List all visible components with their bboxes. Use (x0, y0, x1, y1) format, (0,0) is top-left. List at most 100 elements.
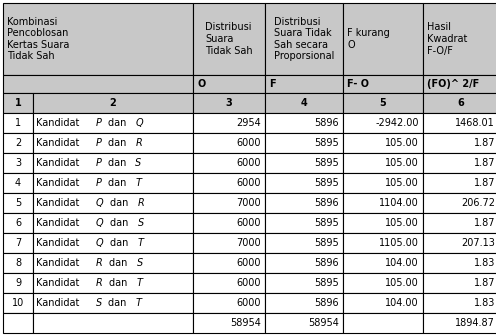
Bar (193, 293, 265, 313)
Text: Distribusi
Suara
Tidak Sah: Distribusi Suara Tidak Sah (205, 23, 253, 55)
Text: 1.87: 1.87 (474, 178, 495, 188)
Text: (FO)^ 2/F: (FO)^ 2/F (427, 79, 479, 89)
Bar (3, 153, 33, 173)
Bar (343, 293, 423, 313)
Text: T: T (136, 298, 142, 308)
Bar (33, 173, 193, 193)
Bar (33, 273, 193, 293)
Text: 6000: 6000 (237, 138, 261, 148)
Text: 1.87: 1.87 (474, 218, 495, 228)
Text: 7000: 7000 (237, 198, 261, 208)
Bar (343, 113, 423, 133)
Text: 4: 4 (15, 178, 21, 188)
Text: 58954: 58954 (230, 318, 261, 328)
Text: -2942.00: -2942.00 (375, 118, 419, 128)
Bar (33, 233, 193, 253)
Text: Kandidat: Kandidat (36, 298, 82, 308)
Text: 5895: 5895 (314, 138, 339, 148)
Text: 105.00: 105.00 (385, 138, 419, 148)
Text: 1.87: 1.87 (474, 158, 495, 168)
Text: Kandidat: Kandidat (36, 158, 82, 168)
Text: 3: 3 (226, 98, 232, 108)
Text: 1105.00: 1105.00 (379, 238, 419, 248)
Bar (193, 273, 265, 293)
Bar (265, 253, 343, 273)
Text: 105.00: 105.00 (385, 178, 419, 188)
Bar (33, 93, 193, 113)
Text: 6000: 6000 (237, 278, 261, 288)
Text: 5895: 5895 (314, 278, 339, 288)
Text: 58954: 58954 (308, 318, 339, 328)
Text: 3: 3 (15, 158, 21, 168)
Text: Q: Q (96, 238, 107, 248)
Bar (3, 313, 33, 333)
Text: 5895: 5895 (314, 158, 339, 168)
Text: Q: Q (96, 218, 107, 228)
Bar (343, 193, 423, 213)
Text: O: O (197, 79, 205, 89)
Bar (423, 75, 496, 93)
Text: R: R (96, 258, 106, 268)
Text: 1894.87: 1894.87 (455, 318, 495, 328)
Text: T: T (136, 278, 142, 288)
Bar (33, 253, 193, 273)
Bar (343, 153, 423, 173)
Text: 1468.01: 1468.01 (455, 118, 495, 128)
Text: dan: dan (108, 158, 129, 168)
Bar (423, 153, 496, 173)
Text: 1.87: 1.87 (474, 278, 495, 288)
Text: dan: dan (109, 278, 130, 288)
Text: 7: 7 (15, 238, 21, 248)
Text: 2: 2 (15, 138, 21, 148)
Bar (3, 173, 33, 193)
Text: 5895: 5895 (314, 238, 339, 248)
Bar (193, 3, 265, 75)
Text: P: P (96, 118, 105, 128)
Text: 6000: 6000 (237, 218, 261, 228)
Bar (423, 313, 496, 333)
Bar (3, 233, 33, 253)
Bar (193, 193, 265, 213)
Bar (423, 173, 496, 193)
Bar (343, 173, 423, 193)
Bar (343, 213, 423, 233)
Bar (33, 293, 193, 313)
Text: 207.13: 207.13 (461, 238, 495, 248)
Text: 5896: 5896 (314, 298, 339, 308)
Bar (343, 313, 423, 333)
Text: 1.87: 1.87 (474, 138, 495, 148)
Text: 5896: 5896 (314, 258, 339, 268)
Text: 6: 6 (458, 98, 464, 108)
Text: R: R (96, 278, 106, 288)
Text: 6000: 6000 (237, 298, 261, 308)
Text: 104.00: 104.00 (385, 258, 419, 268)
Bar (193, 93, 265, 113)
Text: 2954: 2954 (236, 118, 261, 128)
Text: 5896: 5896 (314, 198, 339, 208)
Bar (33, 153, 193, 173)
Bar (33, 133, 193, 153)
Bar (423, 253, 496, 273)
Bar (3, 75, 193, 93)
Text: 4: 4 (301, 98, 308, 108)
Bar (265, 173, 343, 193)
Text: F kurang
O: F kurang O (347, 28, 390, 50)
Text: 6000: 6000 (237, 258, 261, 268)
Text: Kombinasi
Pencoblosan
Kertas Suara
Tidak Sah: Kombinasi Pencoblosan Kertas Suara Tidak… (7, 16, 69, 61)
Bar (265, 213, 343, 233)
Bar (343, 253, 423, 273)
Text: dan: dan (108, 118, 129, 128)
Text: R: R (137, 198, 144, 208)
Bar (265, 93, 343, 113)
Bar (265, 273, 343, 293)
Text: T: T (137, 238, 144, 248)
Text: 6000: 6000 (237, 178, 261, 188)
Bar (193, 253, 265, 273)
Text: S: S (136, 258, 143, 268)
Bar (3, 273, 33, 293)
Text: 1.83: 1.83 (474, 258, 495, 268)
Text: dan: dan (110, 238, 131, 248)
Text: Kandidat: Kandidat (36, 118, 82, 128)
Bar (3, 293, 33, 313)
Bar (423, 233, 496, 253)
